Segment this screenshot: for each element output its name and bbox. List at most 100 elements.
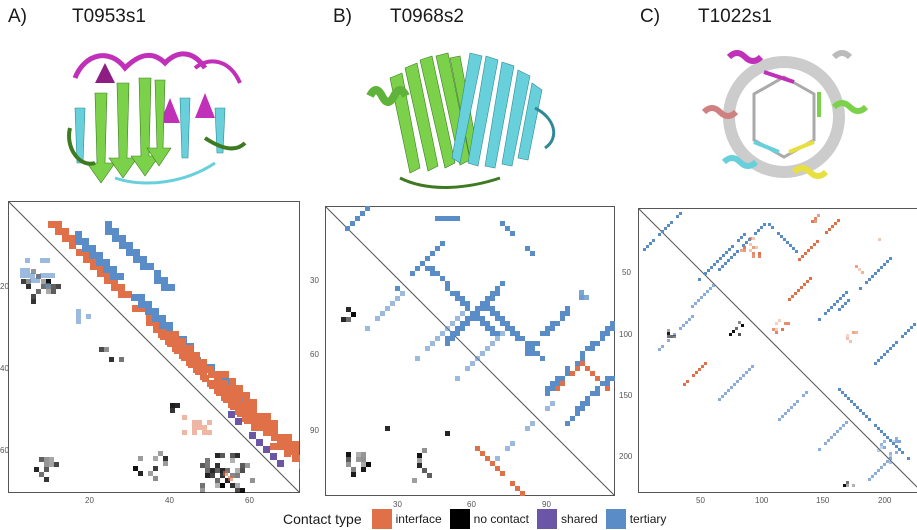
contact-cell [718,398,721,401]
contact-cell [868,278,871,281]
contact-cell [495,466,500,471]
contact-cell [806,280,809,283]
contact-cell [713,263,716,266]
contact-cell [89,252,96,259]
contact-cell [874,272,877,275]
contact-cell [745,371,748,374]
contact-cell [435,216,440,221]
contact-cell [843,484,846,487]
contact-cell [824,442,827,445]
contact-cell [250,399,257,406]
panel-b-y-tick: 60 [310,350,319,359]
contact-cell [907,329,910,332]
contact-cell [752,255,755,258]
contact-cell [836,300,839,303]
contact-cell [475,306,480,311]
contact-cell [90,263,97,270]
contact-cell [749,249,752,252]
contact-cell [220,468,225,473]
contact-cell [862,412,865,415]
contact-cell [118,291,125,298]
contact-cell [833,433,836,436]
contact-cell [889,461,892,464]
contact-cell [346,457,351,462]
contact-cell [75,238,82,245]
contact-cell [789,244,792,247]
contact-cell [229,385,236,392]
contact-cell [691,315,694,318]
contact-cell [138,471,143,476]
contact-cell [242,415,249,422]
contact-cell [356,452,361,457]
contact-cell [797,289,800,292]
contact-cell [44,462,49,467]
contact-cell [670,221,673,224]
contact-cell [455,291,460,296]
contact-cell [793,403,796,406]
contact-cell [445,281,450,286]
contact-cell [605,381,610,386]
contact-cell [146,319,153,326]
contact-cell [417,463,422,468]
contact-cell [685,321,688,324]
contact-cell [235,401,242,408]
contact-cell [731,245,734,248]
contact-cell [250,478,255,483]
contact-cell [752,246,755,249]
contact-cell [816,240,819,243]
contact-cell [455,376,460,381]
contact-cell [205,463,210,468]
contact-cell [223,471,228,476]
contact-cell [200,488,205,493]
contact-cell [153,326,160,333]
contact-cell [889,457,892,460]
contact-cell [545,391,550,396]
contact-cell [299,455,300,462]
contact-cell [585,366,590,371]
contact-cell [470,316,475,321]
contact-cell [540,356,545,361]
contact-cell [112,235,119,242]
contact-cell [847,397,850,400]
contact-cell [450,331,455,336]
contact-cell [54,462,59,467]
contact-cell [904,332,907,335]
contact-cell [207,366,214,373]
contact-cell [39,457,44,462]
contact-cell [585,396,590,401]
contact-cell [415,266,420,271]
contact-cell [490,326,495,331]
contact-cell [271,427,278,434]
contact-cell [786,241,789,244]
contact-cell [827,309,830,312]
contact-cell [285,448,292,455]
contact-cell [545,386,550,391]
contact-cell [215,453,220,458]
contact-cell [555,321,560,326]
contact-cell [520,336,525,341]
contact-cell [742,374,745,377]
contact-cell [550,381,555,386]
contact-cell [351,472,356,477]
contact-cell [600,336,605,341]
contact-cell [270,453,277,460]
contact-cell [845,421,848,424]
contact-cell [721,265,724,268]
contact-cell [126,242,133,249]
contact-cell [691,305,694,308]
legend-swatch-tertiary [605,509,626,529]
contact-cell [427,473,432,478]
contact-cell [230,453,235,458]
contact-cell [202,425,207,430]
contact-cell [480,351,485,356]
contact-cell [667,224,670,227]
contact-cell [146,312,153,319]
contact-cell [874,362,877,365]
contact-cell [865,415,868,418]
contact-cell [104,277,111,284]
contact-cell [215,468,220,473]
contact-cell [445,326,450,331]
contact-cell [285,434,292,441]
contact-cell [525,426,530,431]
contact-cell [485,456,490,461]
